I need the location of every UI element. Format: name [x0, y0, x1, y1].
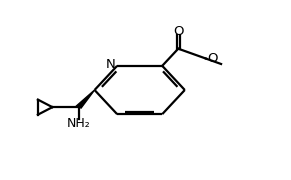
Text: N: N [106, 58, 116, 71]
Text: O: O [173, 25, 184, 38]
Polygon shape [76, 90, 95, 108]
Text: O: O [207, 52, 218, 65]
Text: NH₂: NH₂ [67, 117, 91, 130]
